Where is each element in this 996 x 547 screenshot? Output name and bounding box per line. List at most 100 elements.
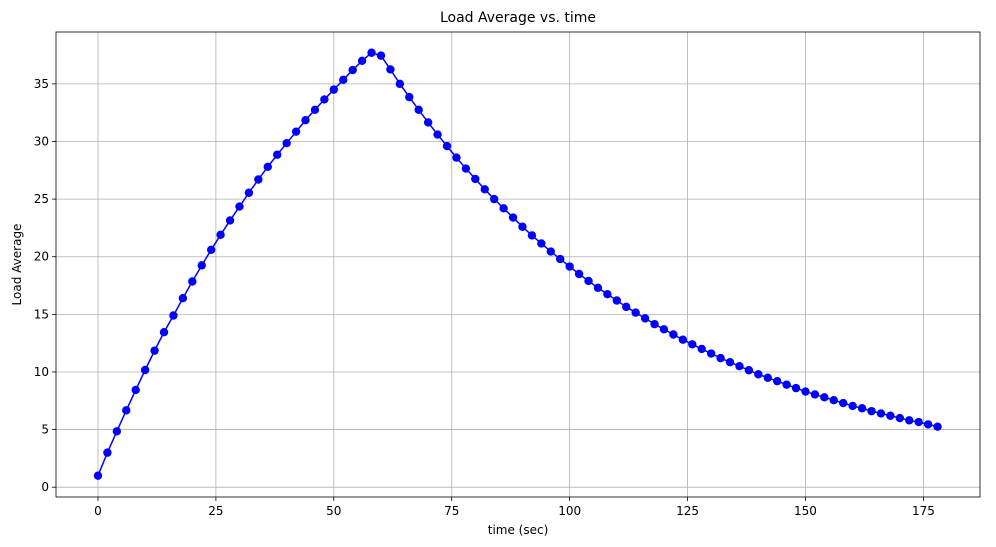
data-point — [923, 420, 933, 429]
data-point — [537, 239, 546, 248]
data-point — [603, 289, 612, 299]
data-point — [376, 51, 386, 60]
data-point — [622, 302, 631, 312]
data-point — [867, 406, 876, 416]
data-point — [489, 194, 499, 204]
data-point — [386, 65, 395, 74]
series-line — [97, 51, 938, 476]
data-point — [612, 296, 622, 305]
data-point — [301, 115, 310, 125]
data-point — [810, 390, 820, 399]
data-point — [103, 448, 112, 457]
data-point — [782, 380, 791, 389]
x-tick-label: 100 — [558, 504, 581, 518]
data-point — [735, 362, 744, 371]
data-point — [829, 396, 838, 405]
data-point — [725, 357, 735, 367]
y-tick-label: 15 — [34, 307, 49, 321]
data-point — [112, 427, 122, 436]
data-point — [706, 349, 716, 358]
data-point — [716, 353, 725, 363]
data-point — [650, 319, 659, 329]
data-point — [886, 411, 895, 420]
data-point — [556, 254, 565, 264]
data-point — [357, 56, 367, 66]
data-point — [546, 247, 555, 256]
data-point — [442, 141, 452, 151]
data-point — [159, 328, 169, 337]
series-load-average — [93, 48, 942, 480]
data-point — [188, 277, 197, 286]
data-point — [763, 373, 772, 382]
x-tick-label: 125 — [676, 504, 699, 518]
data-point — [461, 164, 471, 173]
data-point — [669, 330, 678, 339]
y-tick-label: 10 — [34, 365, 49, 379]
data-point — [527, 231, 537, 240]
data-point — [471, 174, 480, 184]
data-point — [282, 139, 291, 148]
data-point — [754, 370, 763, 379]
data-point — [405, 92, 414, 102]
grid — [56, 32, 980, 497]
data-point — [791, 383, 801, 393]
y-tick-label: 25 — [34, 192, 49, 206]
data-point — [518, 222, 527, 231]
y-tick-label: 0 — [41, 480, 49, 494]
x-tick-label: 150 — [794, 504, 817, 518]
data-point — [499, 204, 508, 213]
x-axis-label: time (sec) — [488, 523, 549, 537]
y-tick-label: 35 — [34, 77, 49, 91]
data-point — [339, 75, 348, 85]
data-point — [659, 325, 669, 334]
data-point — [772, 376, 782, 386]
data-point — [565, 262, 574, 271]
data-point — [857, 404, 867, 413]
data-point — [508, 213, 518, 222]
data-point — [131, 385, 140, 395]
data-point — [697, 344, 706, 354]
data-point — [329, 85, 339, 94]
data-point — [93, 471, 103, 480]
data-point — [122, 406, 131, 415]
plot-frame — [55, 31, 981, 498]
data-point — [263, 162, 272, 172]
x-tick-label: 75 — [444, 504, 459, 518]
data-point — [244, 188, 254, 197]
data-point — [678, 335, 688, 344]
chart-title: Load Average vs. time — [440, 10, 596, 26]
data-point — [197, 261, 206, 270]
data-point — [291, 127, 301, 136]
data-point — [914, 417, 923, 427]
data-point — [169, 311, 178, 320]
data-point — [876, 409, 886, 418]
data-point — [310, 105, 320, 114]
data-point — [480, 185, 489, 194]
data-point — [225, 216, 235, 225]
data-point — [423, 118, 433, 127]
data-point — [574, 269, 584, 279]
y-axis-label: Load Average — [10, 224, 24, 306]
data-point — [150, 346, 159, 355]
y-tick-label: 5 — [41, 423, 49, 437]
x-tick-label: 50 — [326, 504, 341, 518]
data-point — [254, 175, 263, 184]
data-point — [216, 230, 225, 240]
x-tick-label: 0 — [94, 504, 102, 518]
data-point — [631, 308, 640, 317]
data-point — [273, 150, 282, 159]
data-point — [839, 398, 848, 408]
data-point — [367, 48, 376, 57]
x-tick-label: 175 — [912, 504, 935, 518]
data-point — [584, 276, 593, 286]
data-point — [905, 416, 914, 425]
data-point — [820, 393, 829, 402]
data-point — [348, 65, 357, 75]
data-point — [688, 340, 697, 349]
data-point — [801, 387, 810, 396]
axis-ticks: 0 25 50 75 100 125 150 175 0 5 10 15 20 25 30 35 — [34, 77, 935, 518]
data-point — [848, 401, 857, 411]
y-tick-label: 20 — [34, 250, 49, 264]
